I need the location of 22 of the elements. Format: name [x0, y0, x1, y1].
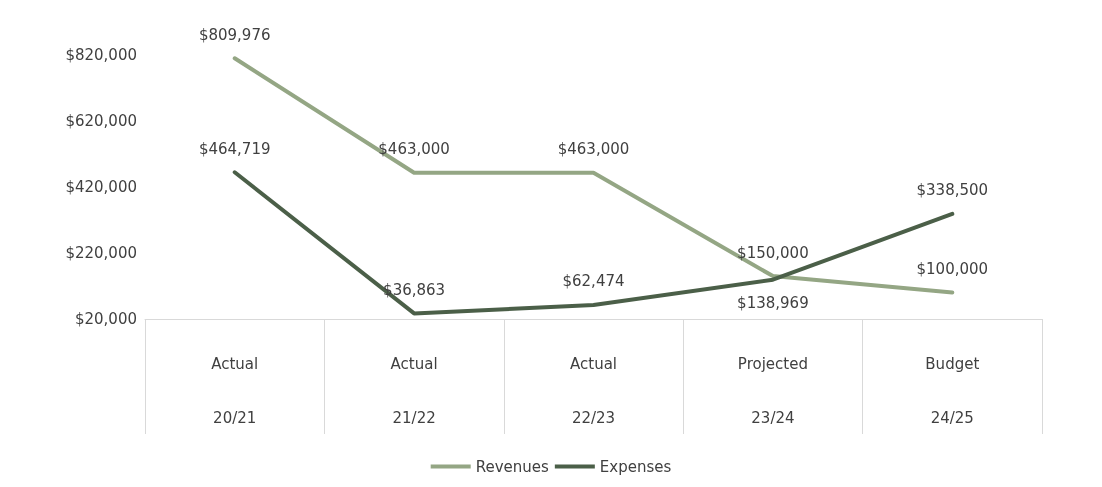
y-tick-label: $20,000 [74, 310, 137, 328]
data-label: $36,863 [383, 280, 446, 299]
data-label: $338,500 [916, 181, 989, 200]
data-label: $62,474 [562, 272, 625, 291]
category-label: Actual 22/23 [570, 355, 617, 427]
data-label: $809,976 [198, 25, 271, 44]
legend-label: Expenses [599, 457, 672, 476]
category-label: Budget 24/25 [925, 355, 980, 427]
legend-label: Revenues [475, 457, 550, 476]
data-label: $463,000 [557, 140, 630, 159]
data-label: $463,000 [378, 140, 450, 159]
data-label: $464,719 [198, 139, 271, 158]
data-label: $100,000 [916, 260, 989, 279]
y-tick-label: $220,000 [65, 244, 137, 262]
y-tick-label: $820,000 [65, 46, 137, 64]
y-tick-label: $620,000 [65, 112, 137, 130]
data-label: $138,969 [737, 294, 809, 313]
y-tick-label: $420,000 [65, 178, 137, 196]
category-label: Projected 23/24 [737, 355, 808, 427]
category-label: Actual 21/22 [390, 355, 438, 427]
category-label: Actual 20/21 [211, 355, 259, 427]
data-label: $150,000 [737, 243, 809, 262]
